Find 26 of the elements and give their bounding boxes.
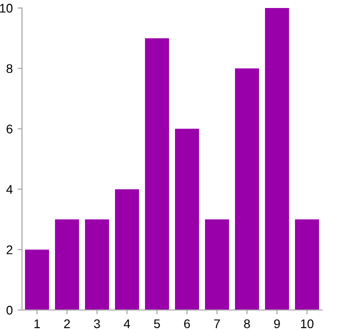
bar — [25, 250, 49, 310]
x-tick-label: 5 — [154, 319, 160, 328]
y-tick-label: 4 — [6, 185, 13, 194]
y-tick-label: 10 — [0, 4, 12, 13]
bar — [85, 219, 109, 310]
bar — [235, 68, 259, 310]
bar — [115, 189, 139, 310]
x-tick-label: 8 — [244, 319, 250, 328]
y-tick-label: 2 — [6, 245, 12, 254]
x-tick-label: 1 — [34, 319, 40, 328]
x-tick-label: 10 — [301, 319, 314, 328]
y-tick-label: 0 — [6, 306, 12, 315]
y-tick-label: 8 — [6, 64, 12, 74]
bar — [295, 219, 319, 310]
bar — [265, 8, 289, 310]
bar — [55, 219, 79, 310]
bar — [175, 128, 199, 310]
x-tick-label: 2 — [64, 319, 70, 328]
y-tick-label: 6 — [6, 124, 12, 134]
x-tick-label: 9 — [274, 319, 280, 328]
bar — [145, 38, 169, 310]
bar — [205, 219, 229, 310]
x-tick-label: 6 — [184, 319, 190, 328]
x-tick-label: 3 — [94, 319, 100, 328]
x-tick-label: 7 — [214, 319, 220, 328]
x-tick-label: 4 — [124, 319, 130, 328]
